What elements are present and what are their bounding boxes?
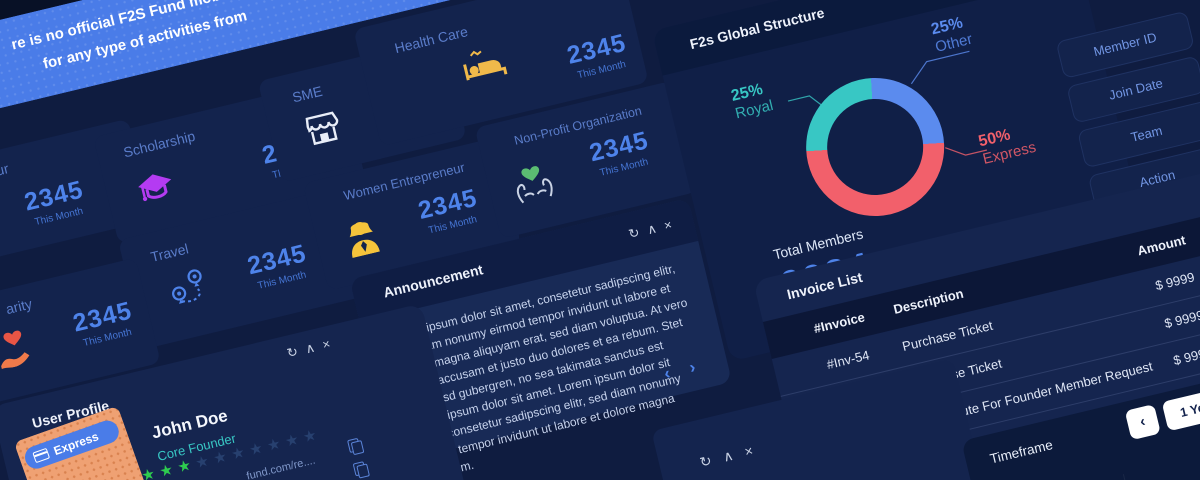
global-structure-panel: F2s Global Structure 25% Royal 25% Other… — [651, 0, 1152, 362]
hand-heart-icon — [0, 326, 40, 375]
card-stat: 2345 This Month — [70, 296, 135, 350]
card-sme[interactable]: SME 2345 This Month — [257, 36, 467, 183]
storefront-icon — [301, 108, 345, 154]
card-travel[interactable]: Travel 2345 This Month — [118, 180, 393, 350]
card-non-profit-organization[interactable]: Non-Profit Organization 2345 This Month — [474, 80, 698, 239]
window-controls: ↻ ∧ × — [698, 442, 755, 471]
card-stat: 2345 This Month — [564, 28, 629, 82]
copy-icon[interactable] — [352, 461, 367, 477]
referral-link[interactable]: fund.com/re.... — [245, 454, 317, 480]
close-icon[interactable]: × — [320, 335, 332, 353]
badge-label: Express — [51, 428, 101, 458]
back-chevron-button[interactable]: ‹ — [1124, 404, 1161, 441]
card-title: Health Care — [392, 23, 470, 57]
card-scholarship[interactable]: Scholarship 2345 This Month — [93, 77, 367, 245]
hospital-bed-icon — [460, 44, 510, 92]
timeframe-label: Timeframe — [988, 437, 1055, 467]
card-women-entrepreneur[interactable]: Women Entrepreneur 2345 This Month — [302, 137, 522, 291]
refresh-icon[interactable]: ↻ — [627, 224, 642, 242]
copy-icon[interactable] — [347, 437, 361, 454]
card-charity[interactable]: arity 2345 This Month — [0, 257, 161, 422]
businesswoman-icon — [341, 216, 384, 264]
window-controls: ↻ ∧ × — [285, 336, 332, 362]
close-icon[interactable]: × — [742, 442, 755, 460]
card-health-care[interactable]: Health Care 2345 This Month — [353, 0, 649, 147]
hands-heart-icon — [507, 157, 560, 211]
card-stat: 2345 This Month — [21, 175, 87, 229]
map-route-icon — [165, 265, 213, 314]
card-title: eur — [0, 160, 11, 181]
card-stat: 2345 This Month — [415, 183, 480, 237]
graduation-cap-icon — [134, 168, 179, 211]
refresh-icon[interactable]: ↻ — [698, 452, 714, 471]
credit-card-icon — [32, 447, 51, 464]
card-stat: 2345 This Month — [244, 239, 310, 292]
panel-title: Invoice List — [785, 268, 864, 303]
collapse-icon[interactable]: ∧ — [303, 339, 317, 357]
collapse-icon[interactable]: ∧ — [645, 220, 659, 238]
card-title: Travel — [148, 240, 191, 265]
star-icon: ★ — [301, 425, 324, 447]
card-stat: 2345 This Month — [586, 126, 652, 179]
collapse-icon[interactable]: ∧ — [721, 446, 735, 465]
card-title: SME — [290, 82, 324, 106]
card-title: Scholarship — [121, 127, 197, 161]
timeframe-select[interactable]: 1 Year — [1161, 386, 1200, 432]
card-title: arity — [4, 295, 34, 318]
refresh-icon[interactable]: ↻ — [285, 343, 300, 361]
